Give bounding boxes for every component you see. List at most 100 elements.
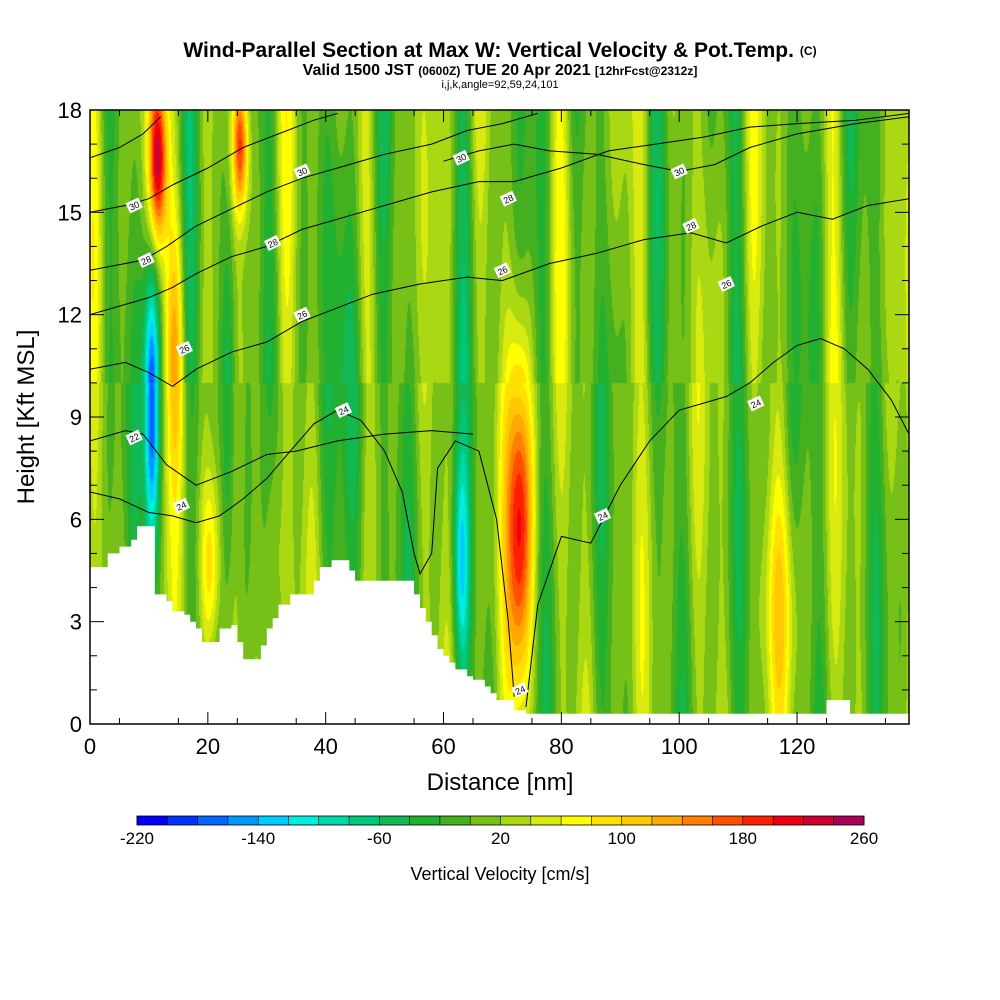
- contour-label-bg: [682, 218, 700, 234]
- colorbar-swatch: [439, 816, 471, 825]
- colorbar-tick-label: 100: [607, 829, 635, 848]
- contour-label-30: 30: [125, 197, 143, 214]
- chart-subtitle: Valid 1500 JST (0600Z) TUE 20 Apr 2021 […: [303, 62, 698, 79]
- colorbar-swatch: [258, 816, 289, 825]
- colorbar-swatch: [773, 816, 804, 825]
- contour-label-text: 26: [720, 278, 733, 291]
- x-tick-label: 0: [84, 734, 96, 759]
- contour-label-bg: [125, 197, 143, 214]
- contour-label-28: 28: [499, 190, 517, 207]
- contour-label-24: 24: [593, 507, 612, 524]
- contour-label-text: 30: [128, 199, 141, 212]
- theta-contour-30: [90, 116, 162, 159]
- colorbar-swatch: [349, 816, 380, 825]
- contour-label-text: 28: [502, 193, 515, 206]
- contour-label-22: 22: [125, 429, 143, 446]
- x-tick-label: 80: [549, 734, 573, 759]
- colorbar-label: Vertical Velocity [cm/s]: [410, 864, 589, 884]
- contour-label-bg: [511, 681, 529, 698]
- contour-label-bg: [670, 163, 688, 180]
- contour-label-text: 22: [128, 431, 141, 444]
- vertical-velocity-field: [90, 110, 909, 724]
- contour-label-bg: [264, 235, 282, 251]
- colorbar-tick-label: -220: [120, 829, 154, 848]
- x-tick-label: 60: [431, 734, 455, 759]
- contour-label-26: 26: [493, 262, 512, 279]
- contour-label-bg: [293, 306, 311, 323]
- contour-label-28: 28: [682, 218, 700, 234]
- colorbar: -220 -140 -60 20 100 180 260: [120, 815, 878, 848]
- colorbar-swatch: [621, 816, 653, 825]
- colorbar-swatch: [833, 816, 865, 825]
- colorbar-swatch: [591, 816, 623, 825]
- contour-label-text: 24: [337, 404, 350, 417]
- theta-contour-24: [90, 409, 515, 697]
- contour-label-text: 30: [673, 165, 686, 178]
- contour-label-30: 30: [452, 149, 470, 166]
- contour-label-30: 30: [670, 163, 688, 180]
- contour-label-text: 26: [178, 343, 191, 356]
- contour-label-text: 30: [296, 165, 309, 178]
- x-tick-label: 20: [196, 734, 220, 759]
- contour-label-bg: [172, 497, 190, 514]
- theta-contour-28: [90, 112, 909, 316]
- colorbar-swatch: [167, 816, 199, 825]
- colorbar-swatch: [803, 816, 835, 825]
- contour-label-bg: [499, 190, 517, 207]
- contour-label-26: 26: [293, 306, 311, 323]
- colorbar-swatch: [288, 816, 320, 825]
- y-tick-label: 0: [70, 712, 82, 737]
- colorbar-swatch: [379, 816, 411, 825]
- colorbar-swatch: [500, 816, 532, 825]
- y-tick-label: 12: [58, 303, 82, 328]
- contour-label-26: 26: [717, 276, 735, 292]
- colorbar-swatch: [712, 816, 744, 825]
- theta-contour-24: [525, 337, 909, 707]
- colorbar-swatch: [197, 816, 229, 825]
- contour-label-bg: [293, 163, 311, 180]
- contour-label-30: 30: [293, 163, 311, 180]
- chart-subtitle-2: i,j,k,angle=92,59,24,101: [441, 79, 558, 91]
- colorbar-swatch: [682, 816, 714, 825]
- contour-label-text: 30: [455, 152, 468, 165]
- contour-label-24: 24: [334, 402, 353, 419]
- theta-contour-22: [90, 430, 474, 486]
- contour-label-text: 28: [140, 254, 153, 267]
- colorbar-swatch: [318, 816, 350, 825]
- colorbar-tick-label: 20: [491, 829, 510, 848]
- y-tick-label: 9: [70, 405, 82, 430]
- contour-label-28: 28: [137, 252, 155, 269]
- contour-label-bg: [334, 402, 353, 419]
- contour-label-24: 24: [511, 681, 529, 698]
- contour-label-28: 28: [264, 235, 282, 251]
- contour-label-text: 26: [296, 309, 309, 322]
- y-tick-label: 15: [58, 200, 82, 225]
- colorbar-tick-label: -60: [367, 829, 392, 848]
- y-tick-label: 3: [70, 610, 82, 635]
- contour-label-text: 24: [175, 500, 188, 513]
- y-axis-label: Height [Kft MSL]: [13, 330, 40, 505]
- theta-contour-30: [443, 116, 909, 172]
- terrain: [90, 526, 909, 724]
- theta-contour-labels: 30 30 30 30 28 28 28 28 26 26 26 26 24 24 24 24 24 22: [125, 149, 765, 698]
- colorbar-swatch: [651, 816, 683, 825]
- theta-contour-26: [90, 198, 909, 387]
- y-tick-label: 18: [58, 98, 82, 123]
- x-tick-label: 120: [779, 734, 816, 759]
- contour-label-bg: [493, 262, 512, 279]
- contour-label-text: 24: [596, 510, 609, 523]
- colorbar-tick-label: -140: [241, 829, 275, 848]
- contour-label-text: 26: [496, 264, 509, 277]
- colorbar-swatch: [227, 816, 259, 825]
- contour-label-bg: [452, 149, 470, 166]
- contour-label-24: 24: [172, 497, 190, 514]
- contour-label-bg: [593, 507, 612, 524]
- y-tick-label: 6: [70, 507, 82, 532]
- contour-label-text: 24: [514, 684, 527, 697]
- chart-title: Wind-Parallel Section at Max W: Vertical…: [183, 39, 816, 62]
- contour-label-text: 28: [266, 237, 279, 250]
- axis-ticks: 0 20 40 60 80 100 120 0 3 6 9 12 15 18: [58, 98, 909, 759]
- contour-label-bg: [747, 395, 765, 412]
- x-axis-label: Distance [nm]: [427, 769, 574, 796]
